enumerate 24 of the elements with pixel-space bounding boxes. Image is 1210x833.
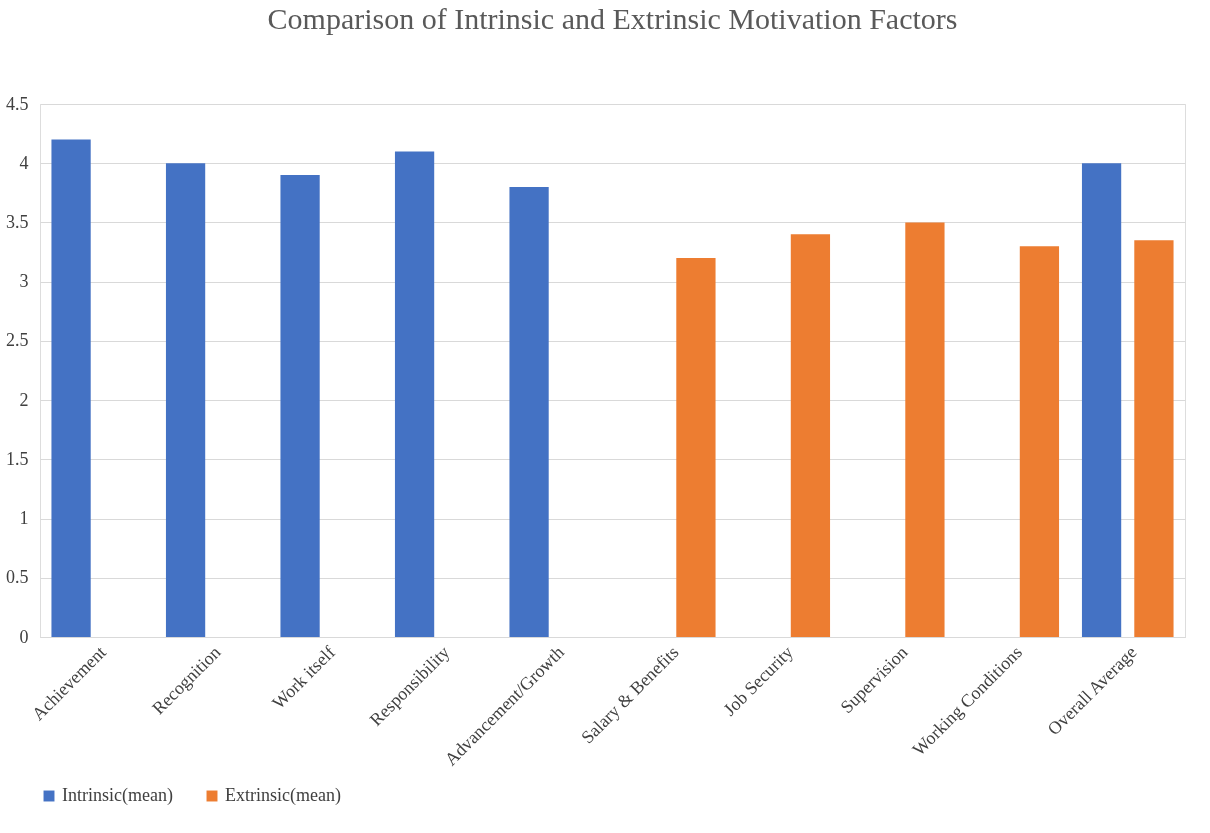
bar <box>1134 240 1174 637</box>
y-tick-label: 4 <box>19 152 29 173</box>
y-tick-label: 0 <box>19 626 29 647</box>
y-tick-label: 3.5 <box>6 211 29 232</box>
bar <box>676 257 716 637</box>
chart-title: Comparison of Intrinsic and Extrinsic Motivation Factors <box>267 2 958 35</box>
y-tick-label: 1 <box>19 508 29 529</box>
bar <box>790 234 831 637</box>
bar <box>1081 163 1122 637</box>
bar <box>394 151 435 637</box>
bar <box>509 186 549 637</box>
legend-label: Intrinsic(mean) <box>62 785 173 806</box>
y-tick-label: 2 <box>19 389 29 410</box>
y-tick-label: 0.5 <box>6 567 29 588</box>
y-tick-label: 4.5 <box>6 93 29 114</box>
y-tick-label: 1.5 <box>6 448 29 469</box>
bar <box>905 222 945 637</box>
bar <box>51 139 91 637</box>
bar <box>280 175 320 637</box>
legend-label: Extrinsic(mean) <box>225 785 341 806</box>
y-tick-label: 2.5 <box>6 330 29 351</box>
bar <box>165 163 206 637</box>
y-tick-label: 3 <box>19 271 29 292</box>
bar <box>1019 246 1060 637</box>
